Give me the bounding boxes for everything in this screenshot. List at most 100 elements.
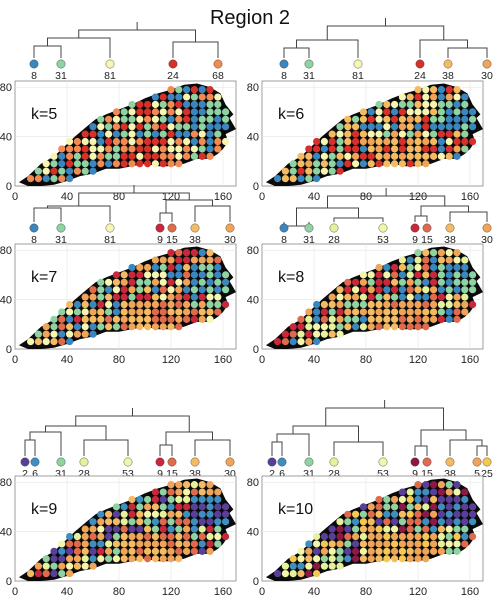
y-tick-label: 0	[6, 181, 12, 193]
leaf-label: 28	[328, 234, 340, 246]
cluster-dot	[105, 286, 113, 294]
cluster-dot	[50, 315, 58, 323]
cluster-dot	[297, 569, 305, 578]
cluster-dot	[352, 160, 360, 168]
leaf-label: 8	[31, 234, 37, 246]
cluster-dot	[461, 286, 469, 294]
cluster-dot	[367, 152, 375, 160]
cluster-dot	[422, 323, 430, 331]
cluster-dot	[175, 249, 183, 257]
cluster-dot	[406, 93, 414, 101]
cluster-dot	[214, 308, 222, 316]
cluster-dot	[214, 286, 222, 294]
cluster-dot	[198, 525, 206, 533]
cluster-dot	[183, 115, 191, 123]
cluster-dot	[328, 547, 336, 555]
leaf-label: 68	[212, 70, 224, 82]
cluster-dot	[375, 263, 383, 272]
cluster-dot	[328, 137, 336, 146]
cluster-dot	[445, 86, 453, 94]
cluster-dot	[375, 286, 383, 294]
leaf-label: 9	[412, 234, 418, 246]
cluster-dot	[159, 152, 167, 160]
cluster-dot	[430, 495, 438, 504]
cluster-dot	[190, 300, 198, 309]
cluster-dot	[445, 93, 453, 101]
cluster-dot	[27, 569, 35, 578]
cluster-dot	[81, 160, 89, 168]
cluster-dot	[398, 510, 406, 518]
cluster-dot	[50, 323, 58, 331]
cluster-dot	[73, 152, 81, 160]
cluster-dot	[328, 562, 336, 570]
cluster-dot	[183, 510, 191, 518]
cluster-dot	[367, 130, 375, 138]
cluster-dot	[383, 323, 391, 331]
cluster-dot	[437, 93, 445, 101]
cluster-dot	[406, 532, 414, 541]
cluster-dot	[144, 308, 152, 316]
cluster-dot	[437, 503, 445, 511]
cluster-dot	[34, 330, 43, 338]
cluster-dot	[359, 300, 367, 309]
cluster-dot	[344, 525, 352, 533]
cluster-dot	[97, 286, 105, 294]
cluster-dot	[453, 518, 461, 526]
cluster-dot	[66, 540, 74, 548]
cluster-dot	[34, 174, 43, 183]
cluster-dot	[190, 308, 198, 316]
cluster-dot	[336, 123, 344, 131]
cluster-dot	[214, 256, 222, 264]
cluster-dot	[344, 286, 352, 294]
cluster-dot	[175, 308, 183, 316]
cluster-dot	[383, 308, 391, 316]
cluster-dot	[151, 93, 159, 101]
cluster-dot	[359, 115, 367, 123]
cluster-dot	[328, 555, 336, 563]
cluster-dot	[398, 123, 406, 131]
cluster-dot	[406, 540, 414, 548]
cluster-dot	[430, 249, 438, 257]
cluster-dot	[81, 555, 89, 563]
cluster-dot	[453, 525, 461, 533]
cluster-dot	[274, 337, 282, 346]
cluster-dot	[214, 495, 222, 504]
cluster-dot	[328, 532, 336, 541]
cluster-dot	[313, 323, 321, 331]
cluster-dot	[214, 503, 222, 511]
cluster-dot	[437, 256, 445, 264]
cluster-dot	[359, 315, 367, 323]
cluster-dot	[89, 323, 97, 331]
leaf-dot	[20, 457, 30, 467]
cluster-dot	[144, 286, 152, 294]
cluster-dot	[398, 293, 406, 301]
cluster-dot	[445, 308, 453, 316]
cluster-dot	[159, 532, 167, 541]
cluster-dot	[430, 130, 438, 138]
y-tick-label: 40	[247, 527, 259, 539]
cluster-dot	[136, 518, 144, 526]
cluster-dot	[151, 503, 159, 511]
cluster-dot	[159, 540, 167, 548]
cluster-dot	[222, 137, 230, 146]
cluster-dot	[336, 532, 344, 541]
cluster-dot	[183, 93, 191, 101]
cluster-dot	[461, 488, 469, 496]
cluster-dot	[422, 130, 430, 138]
cluster-dot	[453, 152, 461, 160]
cluster-dot	[190, 93, 198, 101]
cluster-dot	[289, 174, 297, 183]
cluster-dot	[406, 123, 414, 131]
cluster-dot	[151, 271, 159, 279]
cluster-dot	[136, 315, 144, 323]
cluster-dot	[437, 315, 445, 323]
cluster-dot	[222, 271, 230, 279]
cluster-dot	[167, 278, 175, 286]
cluster-dot	[336, 518, 344, 526]
cluster-dot	[391, 540, 399, 548]
cluster-dot	[144, 540, 152, 548]
cluster-dot	[367, 540, 375, 548]
cluster-dot	[445, 532, 453, 541]
cluster-dot	[367, 503, 375, 511]
cluster-dot	[383, 100, 391, 109]
